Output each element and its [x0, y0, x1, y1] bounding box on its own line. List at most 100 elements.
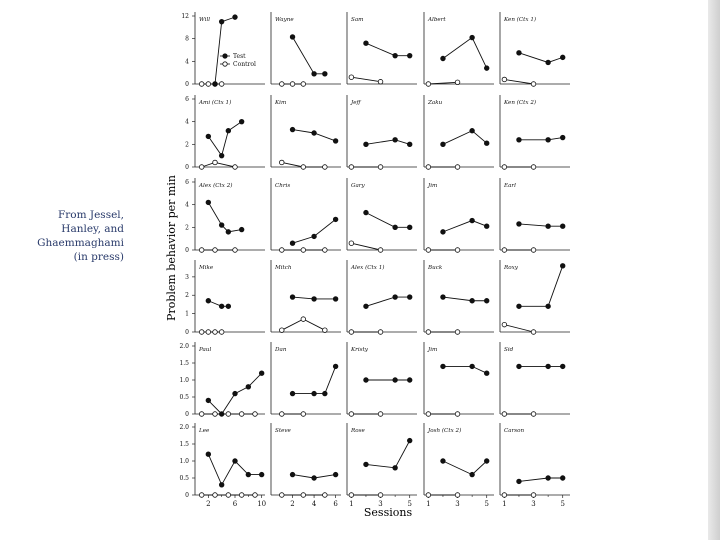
test-point — [311, 296, 317, 302]
test-point — [238, 226, 245, 233]
control-point — [377, 164, 384, 170]
control-point — [425, 492, 432, 498]
legend-label: Test — [233, 53, 246, 60]
panel-title: Will — [199, 17, 210, 23]
y-tick-label: 4 — [185, 202, 189, 209]
test-point — [232, 390, 238, 397]
y-tick-label: 2.0 — [179, 343, 189, 350]
x-tick-label: 2 — [206, 500, 210, 508]
test-point — [332, 471, 339, 478]
test-point — [545, 475, 551, 481]
test-line — [442, 220, 487, 233]
panel-title: Kristy — [350, 347, 369, 353]
control-point — [289, 81, 296, 87]
test-point — [332, 216, 339, 223]
panel: Steve 2 4 6 — [270, 423, 341, 508]
test-line — [442, 130, 488, 145]
y-tick-label: 4 — [185, 58, 189, 65]
control-point — [212, 329, 218, 335]
test-point — [407, 437, 413, 444]
x-tick-label: 1 — [349, 500, 353, 508]
test-line — [442, 365, 487, 374]
panel: Rose 1 3 5 — [346, 423, 417, 508]
test-line — [214, 16, 236, 85]
panel-title: Lee — [198, 428, 210, 434]
test-point — [258, 471, 265, 478]
control-point — [322, 164, 328, 170]
control-point — [225, 411, 232, 417]
control-point — [198, 492, 205, 498]
test-point — [407, 294, 413, 300]
control-point — [348, 411, 355, 417]
test-point — [392, 52, 398, 59]
test-point — [289, 471, 296, 478]
control-point — [454, 411, 461, 417]
panel-title: Jim — [427, 183, 437, 189]
panel-title: Rose — [350, 428, 365, 434]
test-line — [518, 52, 563, 63]
test-point — [545, 303, 551, 309]
y-tick-label: 6 — [185, 179, 189, 186]
panel: Wayne — [270, 12, 341, 87]
control-point — [501, 164, 508, 170]
test-point — [238, 118, 245, 125]
panel-title: Dan — [274, 347, 287, 353]
control-point — [425, 81, 432, 87]
x-tick-label: 4 — [312, 500, 317, 508]
control-point — [279, 327, 285, 333]
control-point — [252, 411, 258, 417]
panel: Roxy — [499, 260, 570, 335]
y-tick-label: 0 — [185, 411, 189, 418]
control-point — [300, 81, 307, 87]
x-axis-label: Sessions — [364, 506, 413, 519]
control-point — [425, 411, 432, 417]
control-point — [377, 492, 384, 498]
test-point — [332, 138, 339, 144]
control-point — [205, 81, 212, 87]
panel-title: Albert — [427, 17, 446, 23]
panel-title: Wayne — [275, 17, 294, 23]
panel-title: Jeff — [350, 100, 362, 106]
panel-title: Paul — [198, 347, 211, 353]
panel: Ken (Ctx 1) — [499, 12, 570, 87]
control-line — [428, 81, 458, 85]
test-point — [392, 224, 398, 231]
test-point — [545, 137, 551, 143]
panel-title: Roxy — [503, 265, 519, 271]
x-tick-label: 2 — [290, 500, 294, 508]
test-point — [332, 363, 339, 370]
test-point — [205, 298, 212, 304]
y-tick-label: 0 — [185, 492, 189, 499]
test-point — [225, 128, 232, 134]
x-tick-label: 1 — [502, 500, 506, 508]
test-line — [365, 42, 410, 57]
test-point — [516, 478, 522, 485]
control-point — [300, 247, 307, 253]
panel: Jeff — [346, 95, 417, 170]
test-point — [218, 222, 225, 228]
panel-title: Buck — [427, 265, 443, 271]
control-point — [198, 247, 205, 253]
test-line — [442, 460, 488, 476]
panel: Paul 0 0.5 1.0 1.5 2.0 — [179, 342, 265, 418]
y-tick-label: 4 — [185, 119, 189, 126]
test-point — [545, 59, 551, 66]
panel: Buck — [423, 260, 494, 335]
control-point — [377, 247, 384, 253]
panel: Zaku — [423, 95, 494, 170]
control-point — [279, 81, 285, 87]
test-point — [560, 475, 566, 481]
test-point — [392, 137, 398, 143]
test-point — [311, 130, 317, 136]
test-point — [363, 461, 369, 468]
control-point — [454, 492, 461, 498]
panel: Sid — [499, 342, 570, 417]
panel-title: Earl — [503, 183, 516, 189]
x-tick-label: 6 — [233, 500, 238, 508]
y-tick-label: 1 — [185, 311, 189, 318]
panel: Kristy — [346, 342, 417, 417]
y-tick-label: 1.5 — [179, 441, 189, 448]
test-point — [484, 223, 490, 229]
control-point — [212, 492, 218, 498]
y-tick-label: 2 — [185, 141, 189, 148]
